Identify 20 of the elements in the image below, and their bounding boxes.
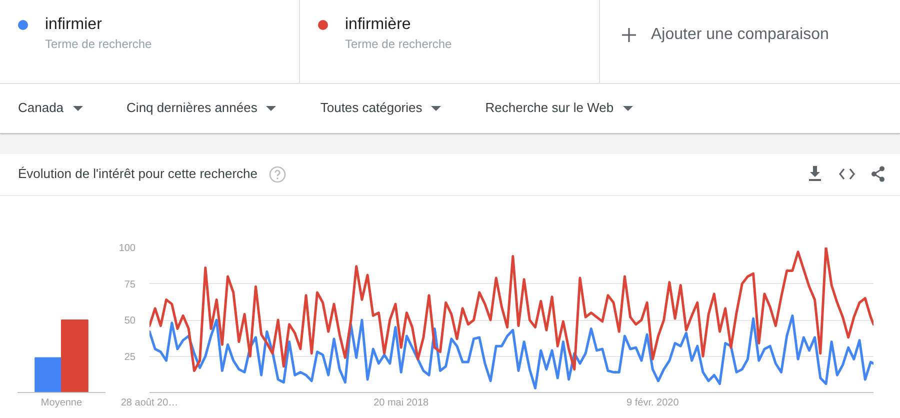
x-tick-label: Moyenne xyxy=(40,398,83,408)
line-series xyxy=(150,314,874,390)
text: Toutes catégories xyxy=(320,99,422,118)
line-series xyxy=(150,248,874,372)
text: Terme de recherche xyxy=(345,37,452,52)
x-tick-label: 9 févr. 2020 xyxy=(626,398,680,408)
text: Canada xyxy=(18,99,64,118)
legend-label: infirmier xyxy=(45,15,102,35)
chart-title: Évolution de l'intérêt pour cette recherche xyxy=(18,165,258,184)
text: Recherche sur le Web xyxy=(485,99,614,118)
text: Terme de recherche xyxy=(45,37,152,52)
text: Cinq dernières années xyxy=(126,99,258,118)
y-tick-label: 100 xyxy=(118,243,136,254)
text: Ajouter une comparaison xyxy=(651,25,829,45)
y-tick-label: 25 xyxy=(124,352,136,363)
y-tick-label: 75 xyxy=(124,279,136,290)
legend-label: infirmière xyxy=(345,15,411,35)
x-tick-label: 20 mai 2018 xyxy=(374,398,430,408)
x-tick-label: 28 août 20… xyxy=(120,398,178,408)
y-tick-label: 50 xyxy=(124,316,136,326)
